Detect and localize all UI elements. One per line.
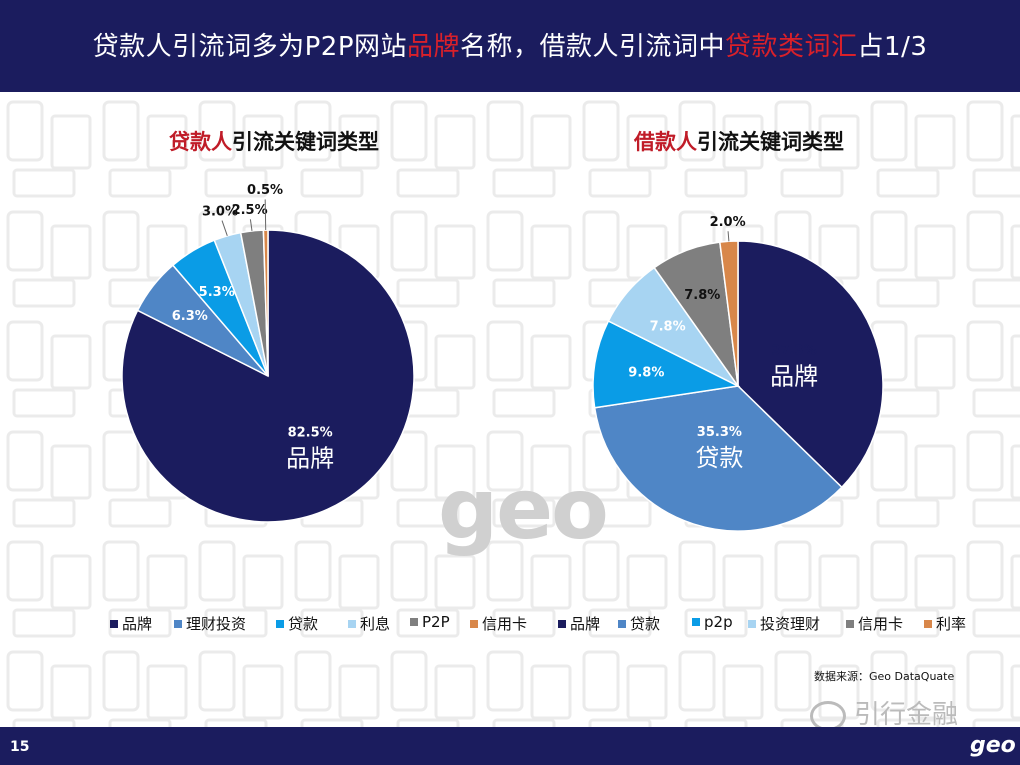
page-number: 15 [10, 739, 30, 755]
legend-swatch [692, 617, 700, 626]
chart2-title: 借款人引流关键词类型 [634, 130, 844, 154]
chart2-slice-name-1: 贷款 [695, 444, 743, 472]
chart1-title: 贷款人引流关键词类型 [169, 130, 379, 154]
chart2-value-label-5: 2.0% [710, 215, 746, 230]
chart1-leader-line-5 [264, 199, 267, 231]
chart1-value-label-0: 82.5% [288, 425, 333, 440]
chart1-value-label-2: 5.3% [199, 285, 235, 300]
legend-label: 品牌 [122, 615, 153, 633]
legend-item-chart2-5: 利率 [924, 613, 966, 634]
legend-swatch [618, 619, 626, 628]
legend-swatch [110, 619, 118, 628]
chart2-slice-0 [737, 240, 884, 489]
legend-item-chart1-0: 品牌 [110, 613, 152, 634]
legend-label: 利率 [936, 615, 967, 633]
chart1-value-label-4: 2.5% [232, 203, 268, 218]
legend-swatch [410, 617, 418, 626]
legend-label: P2P [422, 613, 450, 631]
legend-item-chart1-2: 贷款 [276, 613, 318, 634]
legend-item-chart1-3: 利息 [348, 613, 390, 634]
chart2-value-label-4: 7.8% [684, 288, 720, 303]
chart2-slice-1 [593, 385, 843, 532]
legend-swatch [470, 619, 478, 628]
legend-label: 信用卡 [858, 615, 904, 633]
wechat-watermark: 引行金融 [810, 694, 958, 731]
chart1-leader-line-4 [249, 219, 253, 231]
legend-item-chart2-3: 投资理财 [748, 613, 820, 634]
chart1-slice-5 [262, 229, 269, 377]
chart1-leader-line-3 [221, 220, 228, 236]
legend-item-chart1-4: P2P [410, 613, 450, 631]
legend-swatch [174, 619, 182, 628]
chart2-slice-2 [592, 319, 741, 409]
legend-swatch [748, 619, 756, 628]
legend-label: 利息 [360, 615, 391, 633]
legend-item-chart1-1: 理财投资 [174, 613, 246, 634]
chart1-value-label-1: 6.3% [172, 309, 208, 324]
header-bar: 贷款人引流词多为P2P网站品牌名称，借款人引流词中贷款类词汇占1/3 [0, 0, 1020, 92]
chart1-slice-name-0: 品牌 [286, 444, 334, 472]
legend-item-chart2-1: 贷款 [618, 613, 660, 634]
chart2-value-label-3: 7.8% [650, 320, 686, 335]
legend: 品牌 理财投资 贷款 利息 P2P 信用卡 品牌 贷款 p2p 投资理财 信用卡 利率 [110, 613, 1010, 637]
legend-label: 信用卡 [482, 615, 528, 633]
chart1-value-label-5: 0.5% [247, 183, 283, 198]
legend-label: 理财投资 [186, 615, 247, 633]
legend-label: 投资理财 [760, 615, 821, 633]
legend-label: 贷款 [630, 615, 661, 633]
footer-logo: geo [970, 733, 1016, 758]
chart2-slice-name-0: 品牌 [770, 362, 818, 390]
legend-swatch [558, 619, 566, 628]
chart1-value-label-3: 3.0% [202, 205, 238, 220]
data-source: 数据来源：Geo DataQuate [814, 670, 955, 683]
legend-item-chart2-2: p2p [692, 613, 733, 631]
legend-item-chart2-4: 信用卡 [846, 613, 903, 634]
legend-item-chart1-5: 信用卡 [470, 613, 527, 634]
legend-label: 品牌 [570, 615, 601, 633]
legend-label: p2p [704, 613, 733, 631]
chart2-value-label-1: 35.3% [697, 425, 742, 440]
chart2-value-label-0: 37.3% [772, 343, 817, 358]
geo-watermark: geo [438, 460, 609, 558]
wechat-icon [810, 700, 846, 731]
legend-swatch [924, 619, 932, 628]
legend-swatch [348, 619, 356, 628]
legend-item-chart2-0: 品牌 [558, 613, 600, 634]
legend-swatch [276, 619, 284, 628]
chart2-leader-line-5 [727, 231, 730, 242]
chart2-value-label-2: 9.8% [628, 365, 664, 380]
legend-label: 贷款 [288, 615, 319, 633]
footer-bar [0, 727, 1020, 765]
page-title: 贷款人引流词多为P2P网站品牌名称，借款人引流词中贷款类词汇占1/3 [92, 32, 928, 62]
legend-swatch [846, 619, 854, 628]
